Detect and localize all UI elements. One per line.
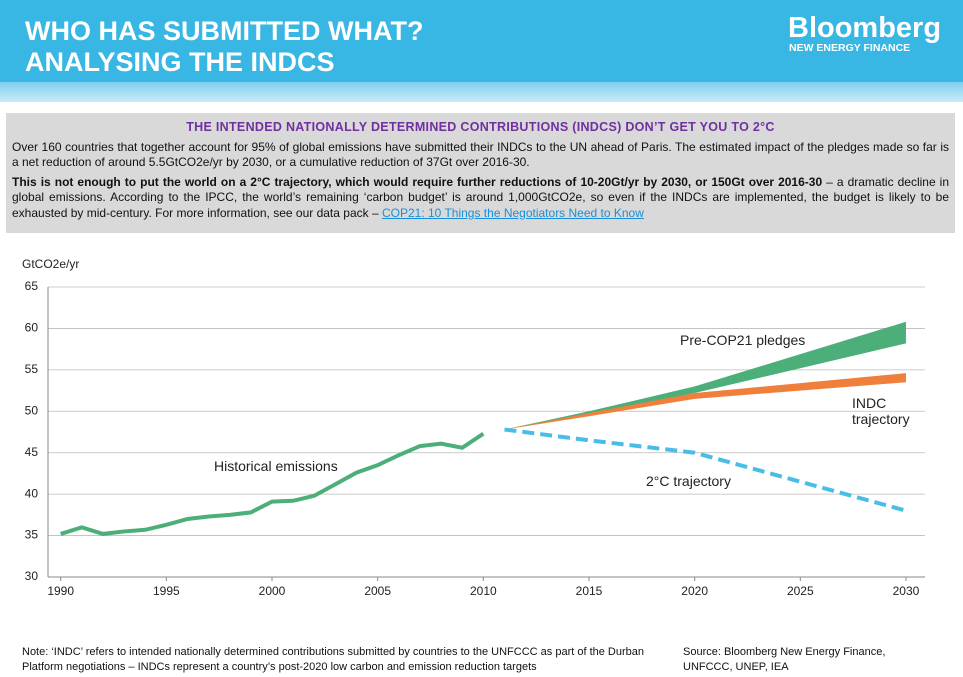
summary-box: THE INTENDED NATIONALLY DETERMINED CONTR… xyxy=(6,113,955,233)
x-tick-label: 1995 xyxy=(153,584,180,598)
y-tick-label: 40 xyxy=(25,486,39,500)
x-tick-label: 2025 xyxy=(787,584,814,598)
series-label: Pre-COP21 pledges xyxy=(680,332,806,348)
x-tick-label: 2010 xyxy=(470,584,497,598)
y-axis-label: GtCO2e/yr xyxy=(22,257,79,271)
y-tick-label: 50 xyxy=(25,403,39,417)
line xyxy=(60,431,485,536)
header: WHO HAS SUBMITTED WHAT? ANALYSING THE IN… xyxy=(0,0,963,102)
x-tick-label: 1990 xyxy=(47,584,74,598)
note: Note: ‘INDC’ refers to intended national… xyxy=(22,646,645,673)
chart: GtCO2e/yr 30 35 40 45 50 55 60 65 1990 1995 2000 20… xyxy=(22,257,925,598)
source: Source: Bloomberg New Energy Finance, UN… xyxy=(683,646,886,673)
link[interactable]: COP21: 10 Things the Negotiators Need to… xyxy=(381,205,644,220)
x-tick-label: 2020 xyxy=(681,584,708,598)
title: WHO HAS SUBMITTED WHAT? xyxy=(25,16,424,46)
line xyxy=(504,427,907,513)
x-tick-label: 2015 xyxy=(576,584,603,598)
text: – a dramatic decline in global emissions… xyxy=(12,174,950,220)
y-tick-label: 45 xyxy=(25,445,39,459)
brand: Bloomberg xyxy=(788,12,942,44)
y-tick-label: 65 xyxy=(25,279,39,293)
brand-sub: NEW ENERGY FINANCE xyxy=(789,42,911,54)
series-label: Historical emissions xyxy=(214,458,338,474)
paragraph: Over 160 countries that together account… xyxy=(12,139,949,170)
series-label: INDC trajectory xyxy=(852,395,910,427)
title: ANALYSING THE INDCS xyxy=(25,47,335,77)
x-tick-label: 2005 xyxy=(364,584,391,598)
y-tick-label: 35 xyxy=(25,528,39,542)
x-tick-label: 2030 xyxy=(893,584,920,598)
y-tick-label: 60 xyxy=(25,321,39,335)
series-label: 2°C trajectory xyxy=(646,473,731,489)
y-tick-label: 30 xyxy=(25,569,39,583)
x-tick-label: 2000 xyxy=(259,584,286,598)
bold-text: This is not enough to put the world on a… xyxy=(12,174,823,189)
box-heading: THE INTENDED NATIONALLY DETERMINED CONTR… xyxy=(186,120,775,134)
band xyxy=(483,373,906,434)
paragraph: This is not enough to put the world on a… xyxy=(12,175,949,222)
y-tick-label: 55 xyxy=(25,362,39,376)
